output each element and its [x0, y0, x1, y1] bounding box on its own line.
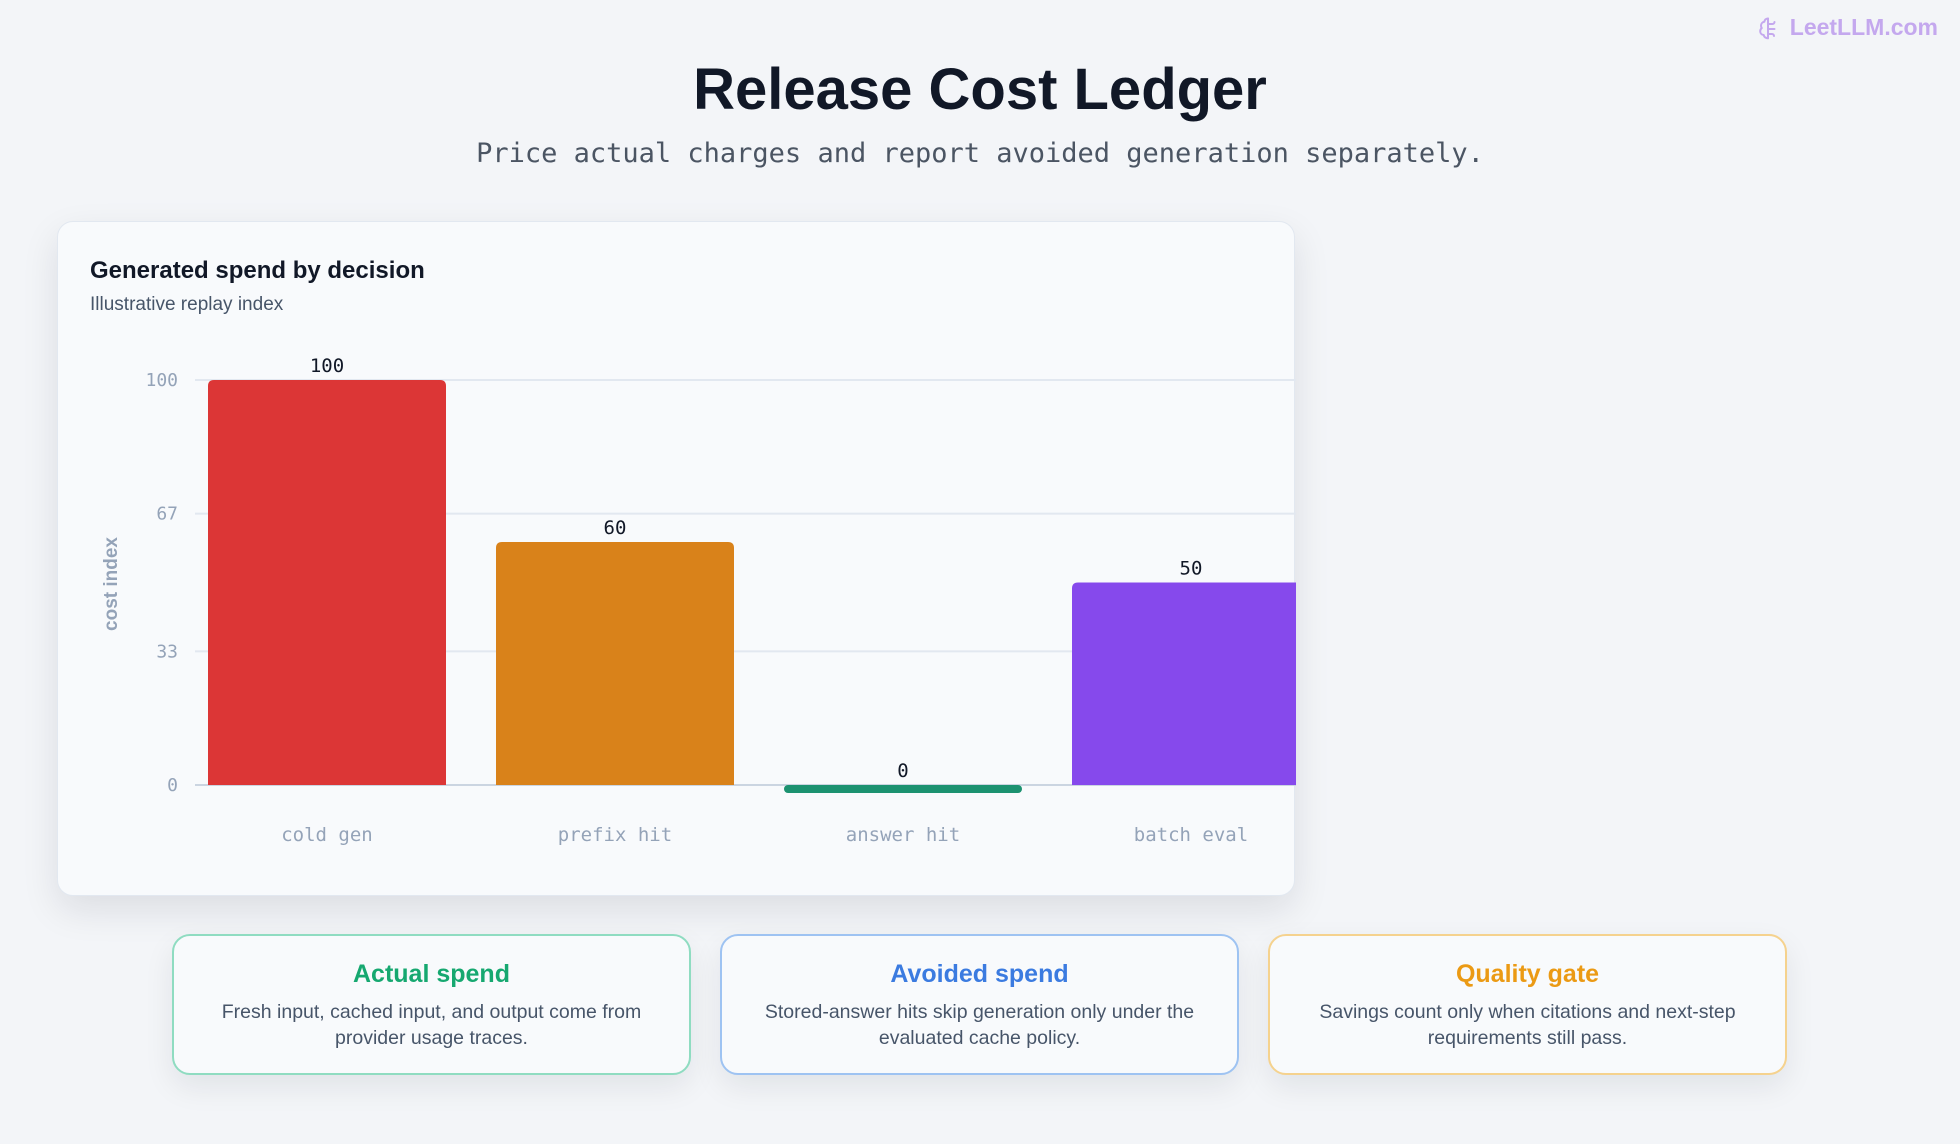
card-title: Quality gate [1455, 960, 1600, 988]
actual-spend-card: Actual spend Fresh input, cached input, … [172, 934, 691, 1075]
x-tick-label: cold gen [281, 824, 373, 846]
quality-gate-card: Quality gate Savings count only when cit… [1268, 934, 1787, 1075]
y-tick-label: 33 [156, 641, 178, 662]
bar-chart: 0 33 67 100 cost index 100 cold gen 60 prefix hi… [101, 355, 1296, 846]
card-title: Avoided spend [890, 960, 1069, 988]
bar [208, 380, 446, 785]
bar [496, 542, 734, 785]
y-axis-title: cost index [101, 537, 122, 631]
brand-logo[interactable]: LeetLLM.com [1756, 14, 1938, 41]
brand-name: LeetLLM.com [1789, 14, 1938, 40]
chart-subtitle: Illustrative replay index [90, 294, 284, 315]
value-label: 100 [310, 355, 344, 377]
x-tick-label: answer hit [846, 824, 960, 846]
value-label: 50 [1180, 558, 1203, 580]
y-tick-label: 67 [156, 504, 178, 525]
y-tick-label: 0 [167, 775, 178, 796]
value-label: 0 [897, 760, 908, 782]
brain-icon [1758, 17, 1776, 39]
card-body: Savings count only when citations and ne… [1319, 1001, 1736, 1049]
x-tick-label: prefix hit [558, 824, 672, 846]
y-tick-label: 100 [145, 370, 178, 391]
page-title: Release Cost Ledger [693, 57, 1267, 122]
chart-card: Generated spend by decision Illustrative… [57, 221, 1296, 896]
x-tick-label: batch eval [1134, 824, 1248, 846]
value-label: 60 [604, 517, 627, 539]
card-title: Actual spend [353, 960, 510, 988]
page-subtitle: Price actual charges and report avoided … [476, 138, 1484, 169]
bar [784, 785, 1022, 793]
bar [1072, 582, 1296, 785]
card-body: Stored-answer hits skip generation only … [764, 1001, 1195, 1049]
avoided-spend-card: Avoided spend Stored-answer hits skip ge… [720, 934, 1239, 1075]
card-body: Fresh input, cached input, and output co… [221, 1001, 642, 1049]
chart-title: Generated spend by decision [90, 257, 425, 284]
